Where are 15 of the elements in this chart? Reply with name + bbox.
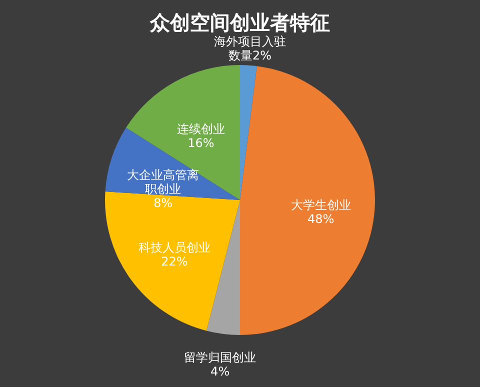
slice-label: 连续创业 [176, 122, 225, 136]
data-label: 4% [210, 364, 230, 379]
data-label: 48% [308, 212, 334, 226]
data-label: 22% [161, 254, 188, 269]
data-label: 8% [153, 196, 172, 210]
slice-label: 大学生创业 [290, 198, 351, 212]
data-label: 16% [188, 136, 214, 150]
pie-slice [240, 66, 375, 335]
slice-label: 留学归国创业 [184, 350, 256, 365]
pie-slice [126, 65, 240, 200]
chart-title: 众创空间创业者特征 [149, 10, 330, 34]
slice-label: 大企业高管离职创业 [126, 168, 199, 196]
slice-label: 科技人员创业 [138, 240, 210, 255]
pie-slice [240, 65, 257, 200]
slice-label: 海外项目入驻数量2% [214, 34, 286, 62]
